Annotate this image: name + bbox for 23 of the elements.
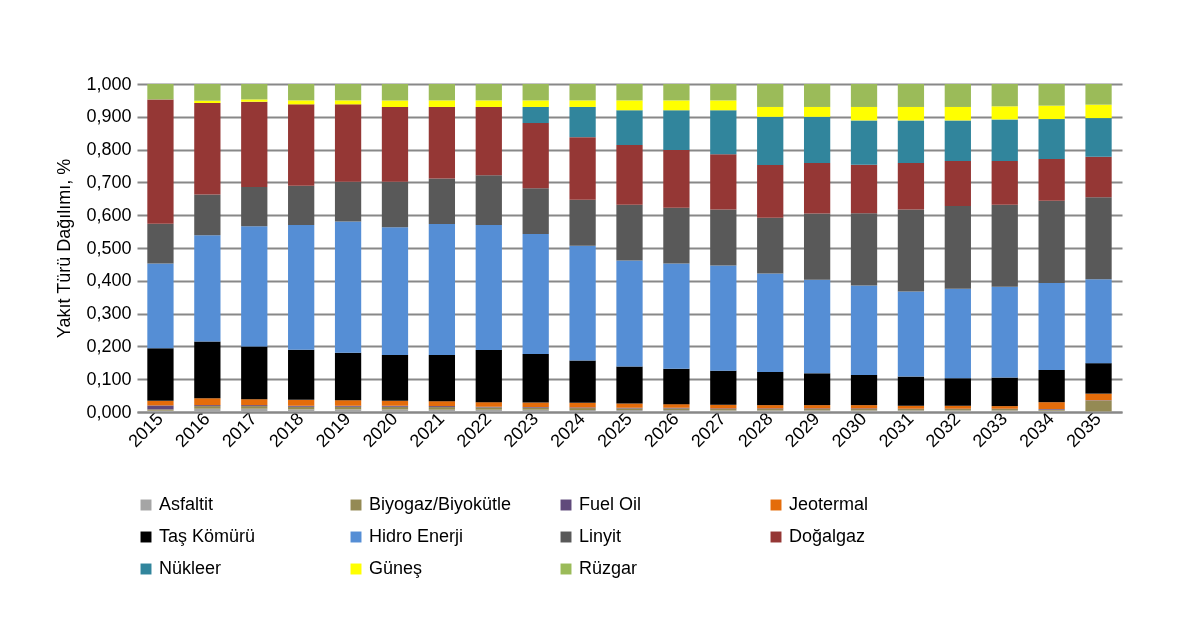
y-tick-label: 0,000 bbox=[86, 401, 132, 422]
legend-label: Rüzgar bbox=[579, 558, 638, 578]
legend-label: Güneş bbox=[369, 558, 423, 578]
legend-label: Taş Kömürü bbox=[159, 526, 256, 546]
y-tick-label: 0,800 bbox=[86, 139, 132, 160]
y-tick-label: 0,100 bbox=[86, 368, 132, 389]
y-tick-label: 0,300 bbox=[86, 303, 132, 324]
y-tick-label: 0,900 bbox=[86, 106, 132, 127]
y-tick-label: 1,000 bbox=[86, 73, 132, 94]
y-tick-label: 0,600 bbox=[86, 204, 132, 225]
legend-label: Fuel Oil bbox=[579, 494, 642, 514]
y-tick-label: 0,700 bbox=[86, 171, 132, 192]
legend-label: Nükleer bbox=[159, 558, 222, 578]
legend-label: Asfaltit bbox=[159, 494, 214, 514]
y-tick-label: 0,400 bbox=[86, 270, 132, 291]
legend-label: Biyogaz/Biyokütle bbox=[369, 494, 512, 514]
legend-label: Doğalgaz bbox=[789, 526, 866, 546]
y-axis-title: Yakıt Türü Dağılımı, % bbox=[54, 158, 75, 339]
legend-label: Hidro Enerji bbox=[369, 526, 464, 546]
y-tick-label: 0,500 bbox=[86, 237, 132, 258]
legend-label: Linyit bbox=[579, 526, 622, 546]
legend-label: Jeotermal bbox=[789, 494, 869, 514]
y-tick-label: 0,200 bbox=[86, 335, 132, 356]
